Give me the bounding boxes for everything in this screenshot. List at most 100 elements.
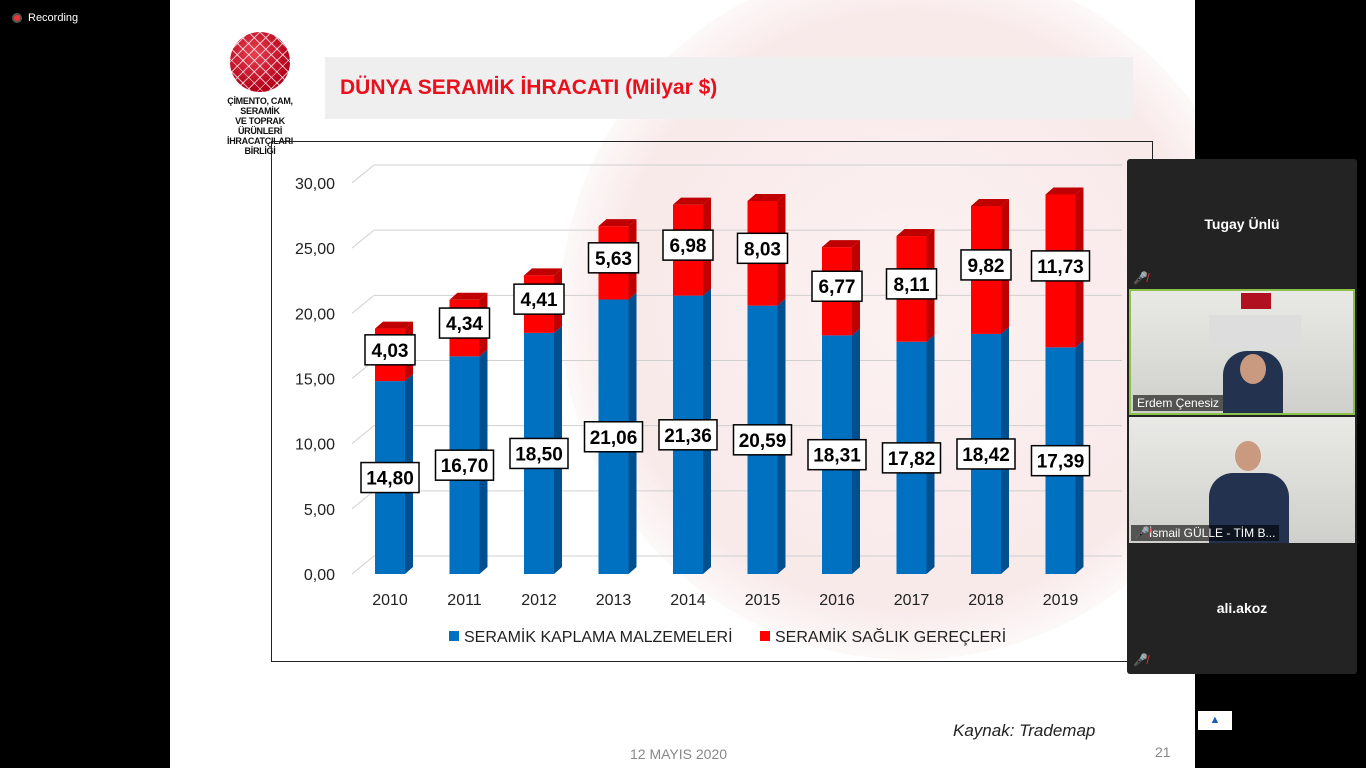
gridline-diagonal: [351, 294, 375, 314]
data-label-box: [438, 307, 491, 339]
legend-swatch: [760, 631, 770, 641]
x-tick-label: 2017: [894, 592, 930, 609]
data-label: 11,73: [1037, 257, 1084, 278]
data-label-box: [1030, 250, 1091, 282]
participant-tile-video[interactable]: İsmail GÜLLE - TİM B... 🎤̸: [1127, 417, 1357, 545]
data-label: 21,06: [590, 428, 638, 449]
data-label: 6,77: [819, 277, 856, 298]
data-label: 20,59: [739, 431, 787, 452]
chart-svg: 0,00 5,00 10,00 15,00 20,00 25,00 30,00 14,80 4,…: [295, 164, 1122, 646]
participant-tile[interactable]: Tugay Ünlü 🎤̸: [1127, 159, 1357, 289]
data-label: 5,63: [595, 249, 632, 270]
x-tick-label: 2012: [521, 592, 557, 609]
bar-top: [896, 229, 935, 237]
banner: [1209, 315, 1301, 348]
data-label-box: [960, 249, 1012, 281]
data-label-box: [658, 419, 718, 451]
logo-text: ÇİMENTO, CAM, SERAMİK VE TOPRAK ÜRÜNLERİ…: [227, 96, 293, 156]
data-label-box: [662, 229, 714, 261]
x-tick-label: 2011: [447, 592, 482, 609]
title-bar: DÜNYA SERAMİK İHRACATI (Milyar $): [325, 57, 1133, 119]
bar-top: [449, 292, 488, 300]
data-label: 18,50: [515, 444, 563, 465]
participant-name: Erdem Çenesiz: [1133, 395, 1224, 411]
source-note: Kaynak: Trademap: [953, 721, 1096, 740]
y-tick-label: 15,00: [295, 372, 335, 389]
data-label-box: [1030, 444, 1091, 477]
bar-top: [524, 268, 562, 276]
x-tick-label: 2010: [372, 592, 408, 609]
slide-title: DÜNYA SERAMİK İHRACATI (Milyar $): [340, 76, 718, 99]
data-label: 4,03: [372, 341, 409, 362]
gridline-diagonal: [351, 425, 375, 445]
data-label-box: [360, 461, 420, 494]
data-label: 16,70: [441, 456, 489, 477]
data-label: 21,36: [664, 426, 712, 447]
y-tick-label: 10,00: [295, 437, 335, 454]
mic-muted-icon: 🎤̸: [1133, 653, 1148, 667]
data-label: 17,39: [1037, 452, 1085, 473]
gridline-diagonal: [351, 490, 375, 510]
data-label-box: [587, 242, 640, 274]
y-tick-label: 5,00: [304, 502, 335, 519]
participant-tile-video[interactable]: Erdem Çenesiz: [1127, 289, 1357, 417]
data-label: 4,34: [446, 314, 483, 335]
data-label: 18,42: [962, 445, 1010, 466]
y-tick-label: 0,00: [304, 567, 335, 584]
gridline-diagonal: [351, 229, 375, 249]
data-label: 17,82: [888, 449, 936, 470]
data-label-box: [732, 424, 793, 456]
x-tick-label: 2019: [1043, 592, 1079, 609]
y-tick-label: 30,00: [295, 176, 335, 193]
video-feed: Erdem Çenesiz: [1129, 289, 1355, 415]
bar-top: [375, 321, 413, 329]
x-tick-label: 2014: [670, 592, 706, 609]
data-label: 8,11: [894, 275, 930, 296]
bar-top: [1045, 187, 1084, 195]
video-feed: İsmail GÜLLE - TİM B... 🎤̸: [1129, 417, 1355, 543]
x-tick-label: 2018: [968, 592, 1004, 609]
data-label-box: [807, 438, 867, 471]
x-tick-label: 2013: [596, 592, 632, 609]
data-label-box: [513, 283, 565, 315]
data-label-box: [881, 442, 942, 474]
data-label: 18,31: [813, 446, 861, 467]
legend-swatch: [449, 631, 459, 641]
scroll-up-button[interactable]: ▲: [1198, 711, 1232, 730]
person-head: [1240, 354, 1266, 384]
bar-top: [747, 193, 786, 201]
bar-top: [598, 219, 637, 227]
y-tick-label: 20,00: [295, 306, 335, 323]
recording-indicator: Recording: [12, 12, 78, 24]
data-label-box: [956, 438, 1016, 470]
data-label: 8,03: [744, 239, 781, 260]
x-tick-label: 2015: [745, 592, 781, 609]
data-label-box: [736, 232, 789, 265]
mic-muted-icon: 🎤̸: [1135, 526, 1150, 540]
logo: ÇİMENTO, CAM, SERAMİK VE TOPRAK ÜRÜNLERİ…: [214, 32, 306, 156]
mic-muted-icon: 🎤̸: [1133, 271, 1148, 285]
globe-logo-icon: [230, 32, 290, 92]
slide-date: 12 MAYIS 2020: [630, 746, 728, 762]
data-label: 6,98: [670, 236, 707, 257]
gridline-diagonal: [351, 555, 375, 575]
data-label-box: [364, 334, 416, 366]
participant-tile[interactable]: ali.akoz 🎤̸: [1127, 545, 1357, 674]
recording-label: Recording: [28, 12, 79, 24]
legend-label: SERAMİK KAPLAMA MALZEMELERİ: [464, 627, 733, 646]
bar-top: [971, 198, 1009, 206]
participants-panel: Tugay Ünlü 🎤̸ Erdem Çenesiz İsmail GÜLLE…: [1127, 159, 1357, 674]
y-tick-label: 25,00: [295, 241, 335, 258]
data-label-box: [583, 421, 644, 453]
participant-name: İsmail GÜLLE - TİM B...: [1131, 525, 1280, 541]
data-label-box: [434, 449, 495, 481]
legend-label: SERAMİK SAĞLIK GEREÇLERİ: [775, 627, 1006, 646]
data-label-box: [509, 437, 569, 470]
bar-top: [673, 197, 711, 205]
page-number: 21: [1155, 744, 1171, 760]
person-head: [1235, 441, 1261, 471]
x-tick-label: 2016: [819, 592, 855, 609]
gridline-diagonal: [351, 164, 375, 184]
data-label-box: [811, 270, 863, 302]
data-label: 4,41: [521, 290, 558, 311]
